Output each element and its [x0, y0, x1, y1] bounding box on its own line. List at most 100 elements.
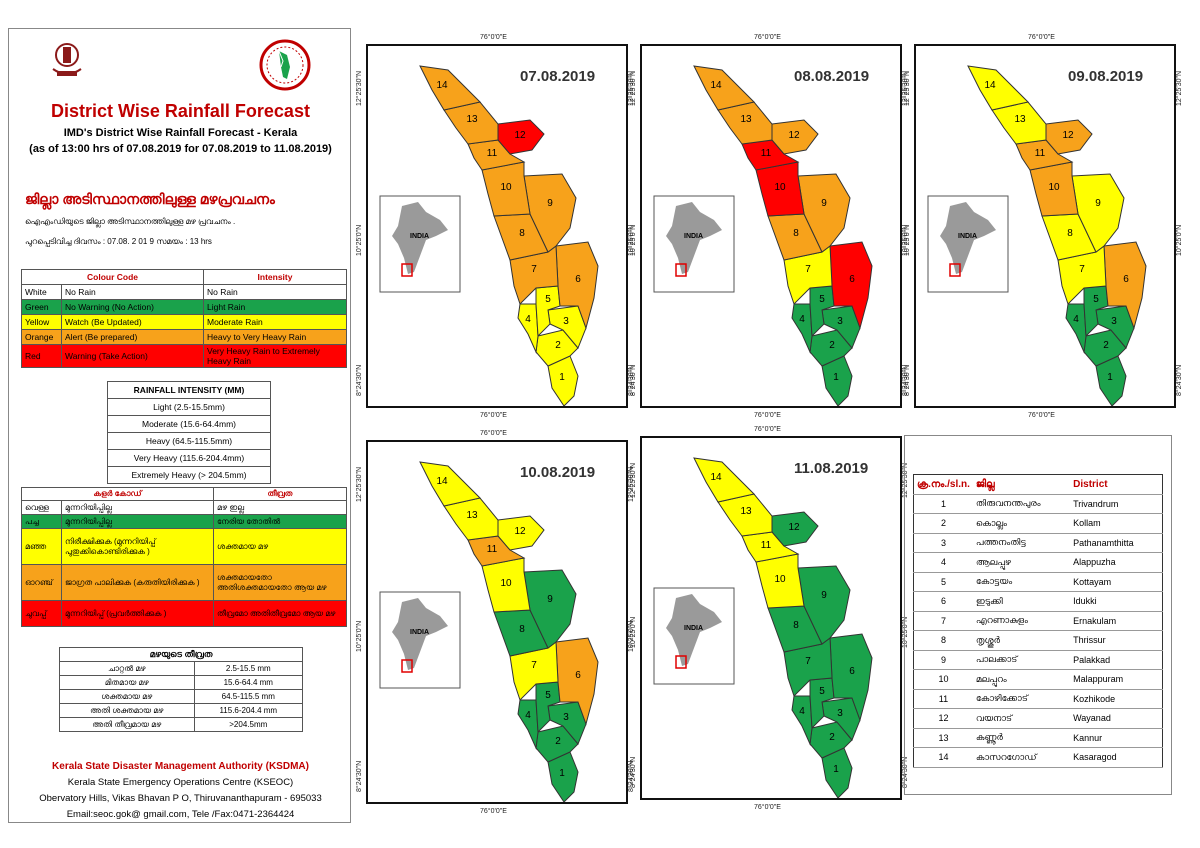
kerala-highlight-box	[675, 655, 687, 669]
district-mal-cell: എറണാകുളം	[972, 611, 1071, 631]
district-label: 9	[547, 198, 553, 209]
range-cell: 15.6-64.4 mm	[193, 675, 304, 690]
district-region-14	[419, 65, 481, 111]
intensity-header: Intensity	[203, 269, 347, 285]
district-label: 14	[710, 80, 722, 91]
district-label: 13	[466, 114, 478, 125]
colour-cell: Red	[21, 344, 62, 368]
footer-address: Obervatory Hills, Vikas Bhavan P O, Thir…	[39, 793, 322, 804]
kerala-highlight-box	[401, 263, 413, 277]
india-inset-map: INDIA	[653, 587, 735, 685]
district-mal-cell: തൃശ്ശൂർ	[972, 630, 1071, 651]
intensity-cell: Very Heavy Rain to Extremely Heavy Rain	[203, 344, 347, 368]
district-en-cell: Trivandrum	[1070, 494, 1163, 514]
district-label: 3	[837, 708, 843, 719]
district-region-9	[797, 565, 851, 645]
district-label: 7	[1079, 264, 1085, 275]
inset-label: INDIA	[958, 233, 977, 240]
table-row: 11 കോഴിക്കോട് Kozhikode	[913, 689, 1163, 709]
table-row: 9 പാലക്കാട് Palakkad	[913, 650, 1163, 670]
india-inset-map: INDIA	[379, 591, 461, 689]
district-region-6	[555, 241, 599, 330]
district-label: 8	[519, 228, 525, 239]
district-mal-cell: കൊല്ലം	[972, 513, 1071, 534]
district-en-cell: Malappuram	[1070, 669, 1163, 690]
district-region-4	[517, 699, 539, 750]
colour-cell: Green	[21, 299, 62, 315]
district-no-cell: 3	[913, 533, 973, 553]
table-row: 3 പത്തനംതിട്ട Pathanamthitta	[913, 533, 1163, 553]
label-cell: ശക്തമായ മഴ	[59, 689, 195, 704]
district-label: 1	[1107, 372, 1113, 383]
district-label: 9	[821, 590, 827, 601]
district-region-4	[791, 695, 813, 746]
label-cell: മിതമായ മഴ	[59, 675, 195, 690]
kerala-highlight-box	[401, 659, 413, 673]
district-label: 1	[833, 372, 839, 383]
longitude-label-bottom: 76°0'0"E	[1028, 412, 1055, 419]
district-label: 11	[1035, 148, 1046, 159]
malayalam-subtitle: ഐഎംഡിയുടെ ജില്ലാ അടിസ്ഥാനത്തിലുള്ള മഴ പ്…	[25, 217, 236, 226]
district-label: 1	[833, 764, 839, 775]
district-label: 3	[563, 316, 569, 327]
district-region-4	[791, 303, 813, 354]
district-region-9	[523, 569, 577, 649]
district-en-cell: Palakkad	[1070, 650, 1163, 670]
intensity-cell: Light Rain	[203, 299, 347, 315]
mal-intensity-header: തീവ്രത	[213, 487, 347, 501]
district-label: 14	[984, 80, 996, 91]
table-row: ചാറ്റൽ മഴ 2.5-15.5 mm	[59, 661, 304, 676]
district-region-4	[1065, 303, 1087, 354]
code-cell: നിരീക്ഷിക്കുക (മുന്നറിയിപ്പ് പുതുക്കികൊണ…	[61, 528, 214, 565]
district-label: 10	[774, 574, 786, 585]
intensity-cell: ശക്തമായ മഴ	[213, 528, 347, 565]
district-no-header: ക്ര.നം./sl.n.	[913, 474, 973, 495]
district-region-9	[523, 173, 577, 253]
colour-cell: വെള്ള	[21, 500, 62, 515]
forecast-map-5: 11.08.2019 1 2 3 4 5 6 7 8 9 10 11 12 13 14 INDIA 76°0'0…	[630, 426, 909, 811]
district-label: 12	[514, 526, 526, 537]
range-cell: 115.6-204.4 mm	[193, 703, 304, 718]
label-cell: അതി ശക്തമായ മഴ	[59, 703, 195, 718]
district-label: 14	[436, 476, 448, 487]
india-shape	[940, 202, 996, 274]
colour-cell: പച്ച	[21, 514, 62, 529]
table-row: Extremely Heavy (> 204.5mm)	[107, 466, 271, 484]
district-label: 7	[805, 656, 811, 667]
district-no-cell: 4	[913, 552, 973, 573]
district-label: 8	[519, 624, 525, 635]
inset-label: INDIA	[684, 233, 703, 240]
district-mal-cell: മലപ്പുറം	[972, 669, 1071, 690]
longitude-label-top: 76°0'0"E	[754, 34, 781, 41]
latitude-label: 8°24'30"N	[904, 364, 911, 396]
table-row: ഓറഞ്ച് ജാഗ്രത പാലിക്കുക (കരുതിയിരിക്കുക …	[21, 564, 347, 601]
kerala-emblem-icon	[52, 43, 82, 76]
table-row: 4 ആലപ്പുഴ Alappuzha	[913, 552, 1163, 573]
table-row: White No Rain No Rain	[21, 284, 347, 300]
district-label: 14	[436, 80, 448, 91]
district-no-cell: 6	[913, 591, 973, 612]
district-mal-cell: പാലക്കാട്	[972, 650, 1071, 670]
district-no-cell: 5	[913, 572, 973, 592]
district-en-cell: Alappuzha	[1070, 552, 1163, 573]
district-en-cell: Kozhikode	[1070, 689, 1163, 709]
table-row: 13 കണ്ണൂർ Kannur	[913, 728, 1163, 748]
table-row: 1 തിരുവനന്തപുരം Trivandrum	[913, 494, 1163, 514]
table-row: ശക്തമായ മഴ 64.5-115.5 mm	[59, 689, 304, 704]
district-en-cell: Kannur	[1070, 728, 1163, 748]
district-label: 8	[1067, 228, 1073, 239]
district-list-panel: ക്ര.നം./sl.n. ജില്ല District 1 തിരുവനന്തപ…	[904, 435, 1172, 795]
malayalam-intensity-table: മഴയുടെ തീവ്രത ചാറ്റൽ മഴ 2.5-15.5 mm മിതമാ…	[59, 647, 304, 732]
district-mal-cell: കോട്ടയം	[972, 572, 1071, 592]
district-label: 1	[559, 372, 565, 383]
india-inset-map: INDIA	[927, 195, 1009, 293]
district-no-cell: 9	[913, 650, 973, 670]
longitude-label-bottom: 76°0'0"E	[754, 412, 781, 419]
latitude-label: 10°25'0"N	[630, 616, 637, 648]
code-cell: Warning (Take Action)	[61, 344, 204, 368]
forecast-map-4: 10.08.2019 1 2 3 4 5 6 7 8 9 10 11 12 13 14 INDIA 76°0'0…	[356, 430, 635, 815]
district-label: 6	[1123, 274, 1129, 285]
